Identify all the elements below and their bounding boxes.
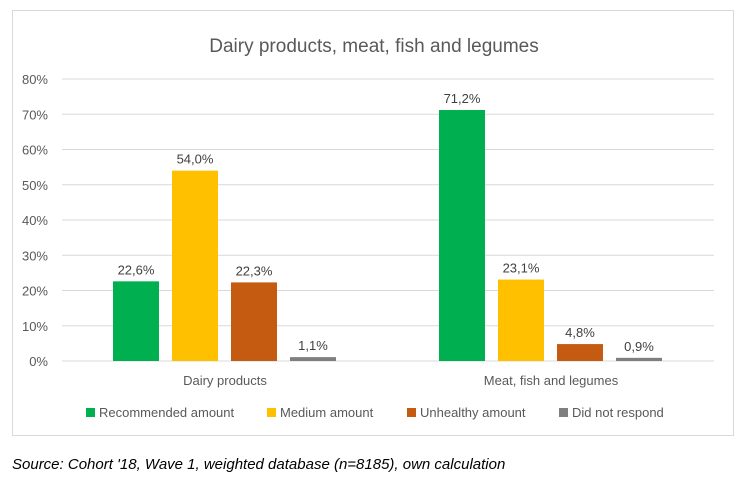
data-label: 22,3% [236, 263, 273, 278]
y-tick-label: 60% [22, 143, 48, 158]
y-tick-label: 0% [29, 354, 48, 369]
data-label: 54,0% [177, 152, 214, 167]
data-label: 71,2% [444, 91, 481, 106]
legend-label: Did not respond [572, 405, 664, 420]
chart-frame [12, 10, 734, 436]
bar [172, 170, 218, 361]
y-tick-label: 80% [22, 72, 48, 87]
data-label: 23,1% [503, 261, 540, 276]
bar [498, 279, 544, 361]
bar [290, 357, 336, 361]
bar [557, 344, 603, 361]
y-tick-label: 70% [22, 107, 48, 122]
x-category-label: Meat, fish and legumes [484, 373, 619, 388]
legend-swatch [86, 408, 95, 417]
y-tick-label: 50% [22, 178, 48, 193]
source-note: Source: Cohort '18, Wave 1, weighted dat… [12, 456, 506, 473]
x-axis-categories: Dairy products Meat, fish and legumes [183, 373, 619, 388]
data-label: 0,9% [624, 339, 654, 354]
data-label: 22,6% [118, 262, 155, 277]
y-axis-ticks: 0% 10% 20% 30% 40% 50% 60% 70% 80% [22, 72, 48, 369]
bars [113, 110, 662, 362]
data-labels: 22,6% 54,0% 22,3% 1,1% 71,2% 23,1% 4,8% 0,9% [118, 91, 655, 354]
bar [439, 110, 485, 362]
chart-title: Dairy products, meat, fish and legumes [209, 36, 539, 57]
y-tick-label: 10% [22, 319, 48, 334]
bar-chart: Dairy products, meat, fish and legumes 0… [22, 36, 714, 420]
gridlines [62, 78, 714, 362]
y-tick-label: 30% [22, 248, 48, 263]
y-tick-label: 20% [22, 284, 48, 299]
legend: Recommended amount Medium amount Unhealthy… [86, 405, 664, 420]
data-label: 1,1% [298, 338, 328, 353]
legend-swatch [267, 408, 276, 417]
x-category-label: Dairy products [183, 373, 267, 388]
legend-label: Unhealthy amount [420, 405, 526, 420]
y-tick-label: 40% [22, 213, 48, 228]
legend-label: Recommended amount [99, 405, 235, 420]
bar [616, 357, 662, 361]
legend-swatch [559, 408, 568, 417]
data-label: 4,8% [565, 325, 595, 340]
bar [113, 281, 159, 361]
legend-label: Medium amount [280, 405, 374, 420]
bar [231, 282, 277, 361]
legend-swatch [407, 408, 416, 417]
